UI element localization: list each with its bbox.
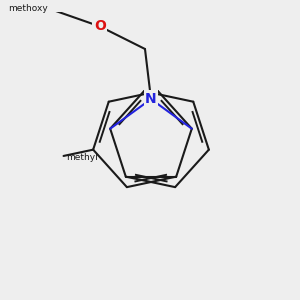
Text: O: O (94, 20, 106, 33)
Text: N: N (145, 92, 157, 106)
Text: methoxy: methoxy (8, 4, 48, 13)
Text: methyl: methyl (67, 153, 98, 162)
